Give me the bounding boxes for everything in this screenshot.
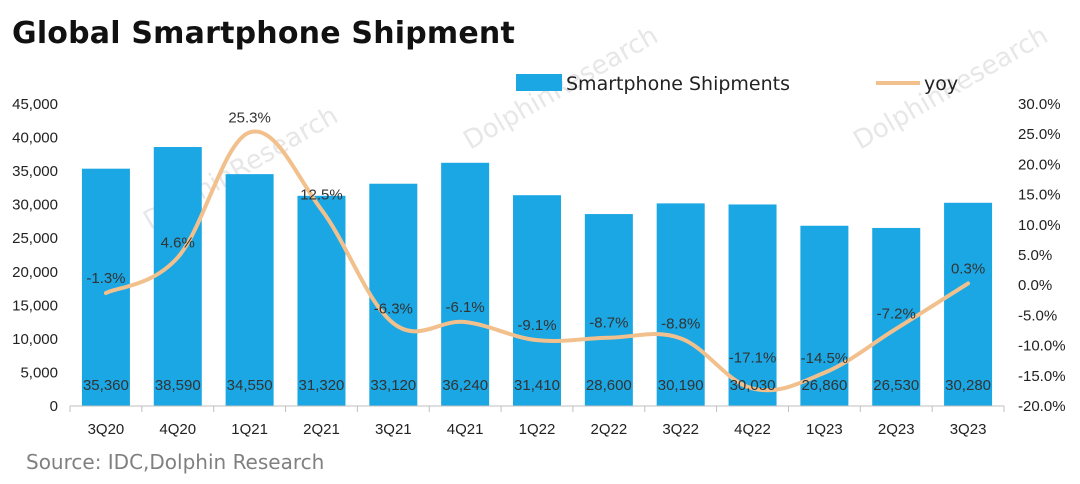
yoy-value-label: 12.5% <box>300 187 343 204</box>
x-tick-label-3Q22: 3Q22 <box>662 421 699 438</box>
y-right-tick-label: -15.0% <box>1018 368 1066 385</box>
y-left-tick-label: 45,000 <box>12 96 58 113</box>
bar-value-label: 30,280 <box>945 377 991 394</box>
watermark-layer: DolphinResearch DolphinResearchDolphinRes… <box>139 21 1054 237</box>
x-tick-label-2Q23: 2Q23 <box>878 421 915 438</box>
yoy-value-label: -7.2% <box>877 306 916 323</box>
y-left-tick-label: 10,000 <box>12 331 58 348</box>
x-tick-label-3Q23: 3Q23 <box>950 421 987 438</box>
bar-value-label: 31,320 <box>299 377 345 394</box>
x-tick-label-4Q22: 4Q22 <box>734 421 771 438</box>
bar-1Q23 <box>800 225 849 406</box>
y-right-tick-label: -20.0% <box>1018 398 1066 415</box>
yoy-value-label: -8.7% <box>589 315 628 332</box>
x-tick-label-1Q23: 1Q23 <box>806 421 843 438</box>
y-right-tick-label: 0.0% <box>1018 277 1052 294</box>
yoy-value-label: 4.6% <box>161 234 195 251</box>
x-tick-label-1Q22: 1Q22 <box>519 421 556 438</box>
source-note: Source: IDC,Dolphin Research <box>26 450 325 474</box>
x-tick-label-4Q21: 4Q21 <box>447 421 484 438</box>
bar-value-label: 28,600 <box>586 377 632 394</box>
yoy-line <box>103 129 971 393</box>
bar-4Q20 <box>153 147 202 406</box>
yoy-value-label: -6.1% <box>446 299 485 316</box>
bar-value-label: 30,190 <box>658 377 704 394</box>
data-labels-layer: 35,360 38,590 34,550 31,320 33,120 36,240 31,4… <box>83 109 991 394</box>
bar-value-label: 30,030 <box>730 377 776 394</box>
y-right-tick-label: 15.0% <box>1018 187 1061 204</box>
y-right-tick-label: 30.0% <box>1018 96 1061 113</box>
y-right-tick-label: -10.0% <box>1018 338 1066 355</box>
x-tick-label-2Q22: 2Q22 <box>590 421 627 438</box>
axes-layer: 3Q20 4Q20 1Q21 2Q21 3Q21 4Q21 1Q22 2Q22 3Q22 4Q22… <box>12 96 1065 438</box>
y-left-tick-label: 15,000 <box>12 297 58 314</box>
x-tick-label-4Q20: 4Q20 <box>159 421 196 438</box>
bar-2Q22 <box>584 214 633 406</box>
bar-value-label: 31,410 <box>514 377 560 394</box>
y-left-tick-label: 35,000 <box>12 163 58 180</box>
yoy-value-label: -14.5% <box>801 350 849 367</box>
bar-value-label: 26,860 <box>801 377 847 394</box>
y-right-tick-label: 5.0% <box>1018 247 1052 264</box>
bar-2Q21 <box>297 195 346 406</box>
bar-4Q22 <box>728 204 777 406</box>
yoy-value-label: 25.3% <box>228 109 271 126</box>
yoy-value-label: -17.1% <box>729 349 777 366</box>
y-left-tick-label: 30,000 <box>12 197 58 214</box>
bar-value-label: 35,360 <box>83 377 129 394</box>
bar-1Q21 <box>225 174 274 406</box>
yoy-value-label: -9.1% <box>517 317 556 334</box>
yoy-value-label: -6.3% <box>374 300 413 317</box>
y-right-tick-label: 20.0% <box>1018 156 1061 173</box>
yoy-value-label: -1.3% <box>86 270 125 287</box>
legend: Smartphone Shipments yoy <box>516 73 958 95</box>
bar-value-label: 33,120 <box>370 377 416 394</box>
bar-value-label: 34,550 <box>227 377 273 394</box>
legend-swatch-shipments <box>516 74 562 91</box>
bar-value-label: 36,240 <box>442 377 488 394</box>
x-tick-label-3Q20: 3Q20 <box>88 421 125 438</box>
y-left-tick-label: 25,000 <box>12 230 58 247</box>
bar-4Q21 <box>441 162 490 406</box>
bar-value-label: 26,530 <box>873 377 919 394</box>
yoy-value-label: 0.3% <box>951 260 985 277</box>
bar-value-label: 38,590 <box>155 377 201 394</box>
bar-3Q21 <box>369 183 418 406</box>
y-left-tick-label: 0 <box>50 398 58 415</box>
legend-label-shipments: Smartphone Shipments <box>566 73 790 95</box>
y-right-tick-label: 25.0% <box>1018 126 1061 143</box>
legend-label-yoy: yoy <box>924 73 958 95</box>
y-right-tick-label: -5.0% <box>1018 307 1057 324</box>
y-left-tick-label: 20,000 <box>12 264 58 281</box>
bars-layer <box>81 147 993 406</box>
bar-3Q23 <box>944 202 993 406</box>
yoy-value-label: -8.8% <box>661 315 700 332</box>
x-tick-label-3Q21: 3Q21 <box>375 421 412 438</box>
y-left-tick-label: 5,000 <box>20 364 58 381</box>
y-right-tick-label: 10.0% <box>1018 217 1061 234</box>
x-tick-label-1Q21: 1Q21 <box>231 421 268 438</box>
bar-3Q22 <box>656 203 705 406</box>
bar-1Q22 <box>513 195 561 406</box>
x-tick-label-2Q21: 2Q21 <box>303 421 340 438</box>
page-title: Global Smartphone Shipment <box>12 16 516 51</box>
y-left-tick-label: 40,000 <box>12 130 58 147</box>
yoy-line-layer <box>103 129 971 393</box>
